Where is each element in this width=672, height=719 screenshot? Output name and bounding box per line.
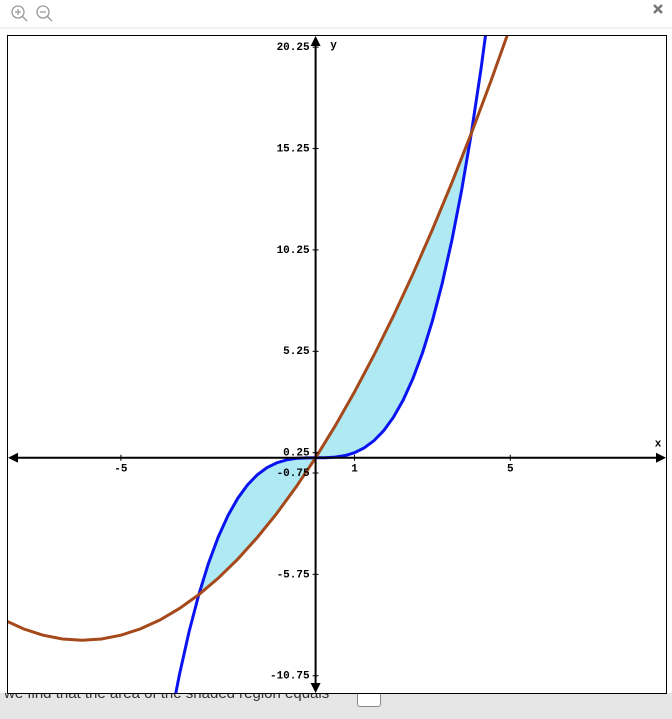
x-tick-label: 1 (351, 464, 358, 476)
y-tick-label: 20.25 (277, 42, 310, 54)
answer-input[interactable] (357, 693, 381, 707)
close-button[interactable] (653, 4, 663, 14)
y-tick-label: -0.75 (277, 468, 310, 480)
y-tick-label: -5.75 (277, 569, 310, 581)
x-axis-arrow (656, 452, 666, 463)
zoom-out[interactable] (36, 5, 53, 22)
curve (8, 36, 509, 642)
y-axis-arrow (310, 683, 321, 693)
y-axis-label: y (330, 40, 337, 52)
zoom-in[interactable] (11, 5, 28, 22)
plot-frame (7, 35, 667, 694)
shaded-region (198, 133, 472, 595)
y-tick-label: 10.25 (277, 245, 310, 257)
y-tick-label: 15.25 (277, 143, 310, 155)
footer-text: we find that the area of the shaded regi… (4, 693, 330, 702)
y-tick-label: 0.25 (283, 448, 310, 460)
y-tick-label: -10.75 (270, 671, 310, 683)
y-tick-label: 5.25 (283, 346, 310, 358)
x-tick-label: -5 (114, 464, 128, 476)
toolbar (0, 4, 672, 29)
x-axis-label: x (655, 439, 662, 451)
x-tick-label: 5 (507, 464, 514, 476)
y-axis-arrow (310, 36, 321, 46)
footer: we find that the area of the shaded regi… (0, 693, 672, 719)
x-axis-arrow (8, 452, 18, 463)
